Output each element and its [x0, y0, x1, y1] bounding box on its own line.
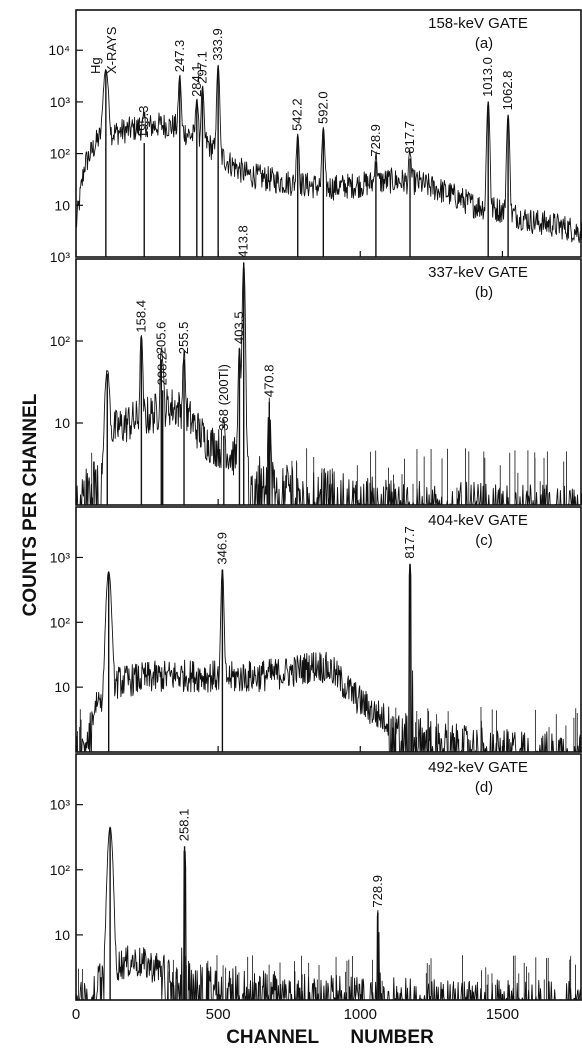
panel-c: 346.9 817.7 10 10² 10³ 404-keV GATE (c): [50, 506, 582, 753]
panel-frame: [75, 506, 582, 753]
peak-label: 817.7: [402, 121, 417, 154]
peak-label: 728.9: [368, 124, 383, 157]
peak-label: 1062.8: [500, 71, 515, 111]
peak-label: 258.1: [177, 809, 192, 842]
y-tick-label: 10: [54, 679, 70, 695]
panel-title: 337-keV GATE: [428, 264, 528, 281]
x-tick-label: 500: [206, 1006, 231, 1023]
y-tick-label: 10⁴: [48, 42, 70, 58]
peak-label: 284.1: [189, 64, 204, 97]
peak-label: 1013.0: [480, 57, 495, 97]
panel-tag: (a): [475, 35, 493, 52]
y-tick-label: 10²: [50, 333, 71, 349]
panel-frame: [75, 258, 582, 506]
spectrum-trace: [75, 826, 582, 1001]
panel-tag: (c): [475, 532, 493, 549]
peak-label: 470.8: [261, 365, 276, 398]
panel-title: 404-keV GATE: [428, 512, 528, 529]
peak-label: 403.5: [231, 311, 246, 344]
y-tick-label: 10³: [50, 797, 71, 813]
y-tick-label: 10²: [50, 146, 71, 162]
peak-label: 247.3: [172, 40, 187, 73]
x-tick-label: 0: [72, 1006, 80, 1023]
panel-tag: (d): [475, 779, 493, 796]
y-tick-label: 10: [54, 927, 70, 943]
panel-title: 492-keV GATE: [428, 759, 528, 776]
y-tick-label: 10²: [50, 862, 71, 878]
panel-title: 158-keV GATE: [428, 15, 528, 32]
y-tick-label: 10: [54, 415, 70, 431]
peak-label: 205.6: [153, 322, 168, 355]
x-axis-label: CHANNEL NUMBER: [226, 1027, 434, 1048]
peak-label: 592.0: [315, 91, 330, 124]
spectrum-trace: [75, 262, 582, 506]
peak-label: 368 (200Tl): [216, 364, 231, 430]
panel-frame: [75, 9, 582, 258]
peak-label: 542.2: [290, 98, 305, 131]
spectrum-trace: [75, 64, 582, 244]
peak-label: 817.7: [402, 526, 417, 559]
panel-d: 258.1 728.9 10 10² 10³ 0 500 1000 1500 492-keV GA…: [50, 753, 582, 1023]
spectrum-trace: [75, 564, 582, 753]
x-tick-label: 1000: [344, 1006, 377, 1023]
y-tick-label: 10²: [50, 614, 71, 630]
y-tick-label: 10³: [50, 94, 71, 110]
peak-label: 728.9: [370, 875, 385, 908]
peak-label: 208.2: [155, 353, 170, 386]
peak-label: 333.9: [210, 28, 225, 61]
y-axis-label: COUNTS PER CHANNEL: [20, 393, 41, 616]
panel-tag: (b): [475, 284, 493, 301]
peak-label: 346.9: [214, 532, 229, 565]
peak-label: 255.5: [176, 322, 191, 355]
x-tick-label: 1500: [486, 1006, 519, 1023]
peak-label: 195.3: [136, 106, 151, 139]
y-tick-label: 10: [54, 197, 70, 213]
xray-label: X-RAYS: [104, 26, 119, 74]
peak-label: 297.1: [195, 51, 210, 84]
peak-label: 413.8: [236, 225, 251, 258]
y-tick-label: 10³: [50, 549, 71, 565]
xray-label: Hg: [88, 57, 103, 74]
panel-frame: [75, 753, 582, 1001]
y-tick-label: 10³: [50, 249, 71, 265]
peak-label: 158.4: [133, 300, 148, 333]
